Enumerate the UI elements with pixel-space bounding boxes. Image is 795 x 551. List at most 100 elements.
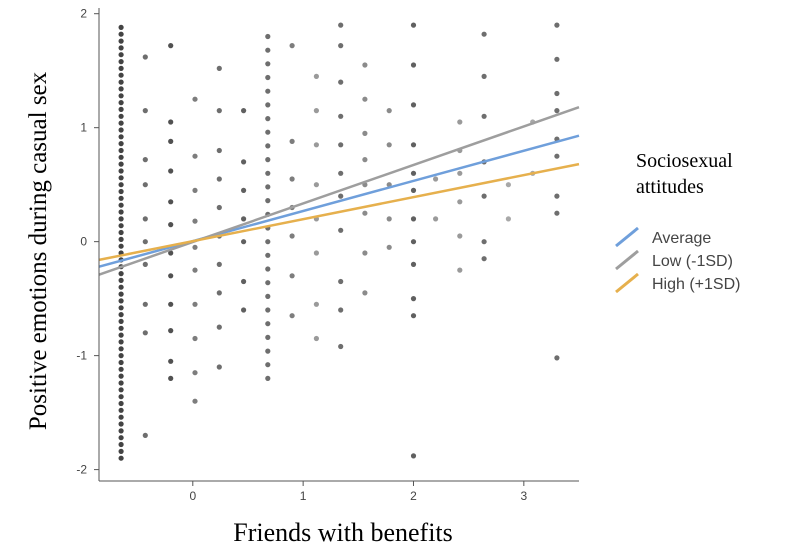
data-point (481, 73, 487, 79)
data-point (118, 38, 124, 44)
data-point (386, 142, 392, 148)
data-point (118, 134, 124, 140)
data-point (118, 332, 124, 338)
data-point (241, 187, 247, 193)
data-point (118, 455, 124, 461)
data-point (313, 335, 319, 342)
data-point (362, 130, 368, 136)
data-point (265, 239, 271, 245)
legend-label: High (+1SD) (652, 276, 740, 293)
data-point (265, 47, 271, 53)
data-point (216, 65, 222, 71)
data-point (554, 355, 560, 361)
data-point (118, 284, 124, 290)
legend-items: Average Low (-1SD) High (+1SD) (615, 226, 740, 294)
legend-title-line1: Sociosexual (636, 150, 733, 172)
data-point (481, 239, 487, 245)
data-point (433, 176, 439, 182)
data-point (118, 188, 124, 195)
data-point (118, 86, 124, 92)
data-point (338, 343, 344, 350)
data-point (241, 159, 247, 165)
data-point (118, 182, 124, 188)
data-point (216, 204, 222, 211)
data-point (338, 22, 344, 28)
data-point (265, 88, 271, 94)
data-point (142, 157, 148, 163)
y-tick-label: -2 (76, 463, 87, 477)
data-point (241, 216, 247, 222)
data-point (118, 100, 124, 106)
data-point (192, 218, 198, 224)
data-point (313, 301, 319, 307)
data-point (505, 182, 511, 188)
data-point (118, 318, 124, 324)
data-point (481, 193, 487, 199)
data-point (192, 301, 198, 307)
data-point (289, 313, 295, 319)
data-point (410, 313, 417, 319)
data-point (338, 278, 344, 285)
data-point (118, 277, 124, 283)
data-point (192, 398, 198, 404)
data-point (265, 129, 271, 135)
data-point (457, 119, 463, 125)
data-point (265, 321, 271, 327)
data-point (338, 43, 344, 49)
data-point (118, 209, 124, 215)
data-point (118, 202, 124, 208)
data-point (142, 261, 148, 267)
data-point (216, 324, 222, 330)
data-point (265, 74, 271, 81)
data-point (192, 187, 198, 193)
data-point (554, 56, 560, 62)
data-point (118, 325, 124, 331)
data-point (118, 400, 124, 407)
data-point (410, 62, 417, 68)
data-point (118, 141, 124, 147)
data-point (216, 176, 222, 182)
data-point (289, 138, 295, 144)
data-point (192, 335, 198, 342)
data-point (362, 96, 368, 102)
data-point (118, 229, 124, 236)
data-point (362, 157, 368, 163)
data-point (265, 157, 271, 163)
data-point (265, 348, 271, 354)
data-point (386, 244, 392, 250)
data-point (265, 116, 271, 122)
data-point (265, 170, 271, 176)
data-point (118, 168, 124, 174)
data-point (118, 216, 124, 222)
data-point (554, 193, 560, 199)
data-point (265, 102, 271, 108)
data-point (118, 31, 124, 37)
data-point (118, 161, 124, 167)
data-point (118, 305, 124, 311)
data-point (168, 358, 174, 364)
legend: Sociosexual attitudes Average Low (-1SD) H… (615, 150, 740, 294)
data-point (289, 176, 295, 182)
x-tick-label: 2 (410, 489, 417, 503)
data-point (118, 366, 124, 372)
data-point (168, 138, 174, 144)
data-point (168, 222, 174, 228)
x-tick-label: 3 (520, 489, 527, 503)
y-tick-label: 1 (80, 121, 87, 135)
data-point (118, 298, 124, 304)
data-point (118, 353, 124, 359)
data-point (265, 307, 271, 313)
data-point (265, 33, 271, 40)
data-point (241, 278, 247, 285)
data-point (433, 216, 439, 222)
data-point (118, 195, 124, 201)
data-point (554, 90, 560, 97)
data-point (118, 127, 124, 133)
y-axis-title: Positive emotions during casual sex (25, 71, 52, 430)
data-point (168, 43, 174, 49)
data-point (118, 147, 124, 154)
data-point (241, 108, 247, 114)
data-point (216, 261, 222, 267)
data-point (118, 45, 124, 51)
data-point (118, 339, 124, 345)
